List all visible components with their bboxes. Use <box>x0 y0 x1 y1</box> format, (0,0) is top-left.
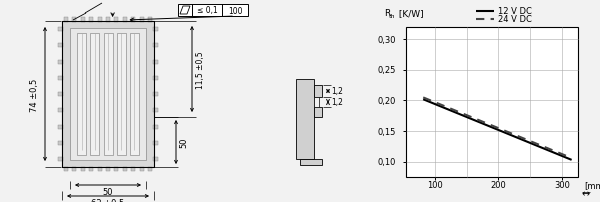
Text: 1,2: 1,2 <box>331 98 343 107</box>
Bar <box>148 167 152 171</box>
Bar <box>153 157 158 161</box>
Text: 300: 300 <box>554 181 570 189</box>
Bar <box>116 34 125 155</box>
Bar <box>406 28 578 177</box>
Bar <box>131 167 135 171</box>
Text: 0,20: 0,20 <box>377 97 396 105</box>
Bar <box>296 80 314 159</box>
Text: 50: 50 <box>103 188 113 197</box>
Bar <box>178 5 248 17</box>
Bar <box>73 18 76 23</box>
Bar <box>64 18 68 23</box>
Text: 1,2: 1,2 <box>331 87 343 96</box>
Text: 12 V DC: 12 V DC <box>498 7 532 16</box>
Bar <box>58 125 63 129</box>
Bar <box>58 141 63 145</box>
Bar <box>131 18 135 23</box>
Bar <box>106 18 110 23</box>
Bar <box>70 29 146 160</box>
Text: 100: 100 <box>427 181 443 189</box>
Text: 0,30: 0,30 <box>377 36 396 44</box>
Text: ≤ R₂ 10: ≤ R₂ 10 <box>90 0 122 2</box>
Bar <box>140 167 143 171</box>
Bar <box>58 60 63 64</box>
Text: 74 ±0,5: 74 ±0,5 <box>29 78 38 111</box>
Bar <box>77 34 86 155</box>
Text: 0,25: 0,25 <box>377 66 396 75</box>
Bar <box>123 18 127 23</box>
Text: 100: 100 <box>228 6 242 15</box>
Bar <box>314 86 322 98</box>
Bar <box>91 34 100 155</box>
Bar <box>64 167 68 171</box>
Text: ↔: ↔ <box>582 188 590 198</box>
Bar <box>62 22 154 167</box>
Bar <box>58 109 63 113</box>
Bar <box>98 167 101 171</box>
Bar <box>89 167 93 171</box>
Text: R: R <box>384 9 390 18</box>
Bar <box>58 44 63 48</box>
Bar <box>153 93 158 97</box>
Bar <box>148 18 152 23</box>
Text: 0,10: 0,10 <box>377 157 396 166</box>
Bar <box>89 18 93 23</box>
Bar <box>58 28 63 32</box>
Text: [K/W]: [K/W] <box>396 9 424 18</box>
Bar <box>314 107 322 117</box>
Bar <box>153 60 158 64</box>
Bar <box>81 18 85 23</box>
Bar <box>62 22 154 167</box>
Text: 62 ±0,5: 62 ±0,5 <box>91 199 125 202</box>
Bar <box>130 34 139 155</box>
Bar <box>153 28 158 32</box>
Bar <box>153 109 158 113</box>
Text: 24 V DC: 24 V DC <box>498 15 532 24</box>
Text: 11,5 ±0,5: 11,5 ±0,5 <box>197 51 205 88</box>
Bar <box>314 98 319 107</box>
Bar <box>81 167 85 171</box>
Bar <box>73 167 76 171</box>
Polygon shape <box>180 7 190 15</box>
Bar <box>106 167 110 171</box>
Bar <box>153 44 158 48</box>
Bar <box>58 76 63 80</box>
Bar <box>140 18 143 23</box>
Bar <box>98 18 101 23</box>
Bar <box>153 125 158 129</box>
Bar <box>104 34 113 155</box>
Bar <box>153 76 158 80</box>
Bar <box>300 159 322 165</box>
Bar <box>115 167 118 171</box>
Text: th: th <box>389 14 395 19</box>
Text: ≤ 0,1: ≤ 0,1 <box>197 6 217 15</box>
Text: 0,15: 0,15 <box>377 127 396 136</box>
Text: 200: 200 <box>490 181 506 189</box>
Bar <box>58 157 63 161</box>
Bar <box>153 141 158 145</box>
Bar <box>58 93 63 97</box>
Text: 50: 50 <box>179 137 188 147</box>
Text: [mm]: [mm] <box>584 181 600 189</box>
Bar <box>123 167 127 171</box>
Bar <box>115 18 118 23</box>
